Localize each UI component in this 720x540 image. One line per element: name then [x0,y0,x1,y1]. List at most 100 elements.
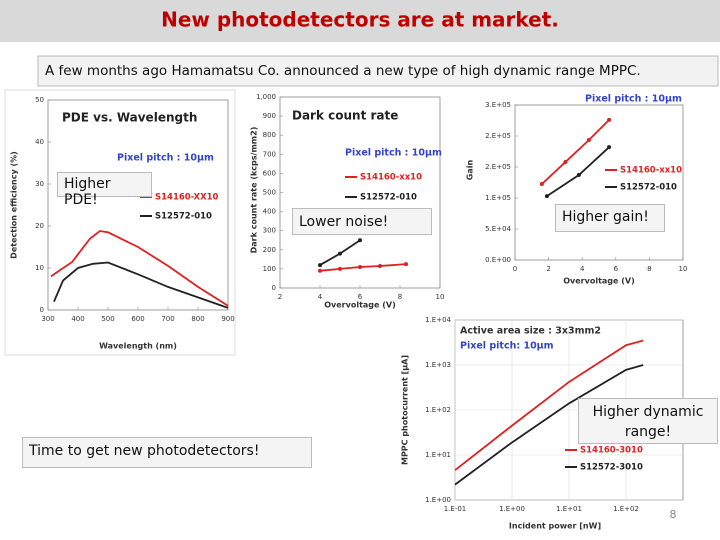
legend-label: S14160-XX10 [155,193,219,203]
y-tick-label: 600 [263,169,276,177]
y-tick-label: 0.E+00 [485,256,511,264]
bottom-note: Time to get new photodetectors! [22,437,312,468]
series-line [454,364,644,486]
x-tick-label: 1.E+02 [613,505,639,513]
legend-label: S14160-xx10 [620,166,682,176]
y-tick-label: 100 [263,265,276,273]
y-tick-label: 40 [35,138,44,146]
x-tick-label: 700 [161,315,174,323]
annotation: Pixel pitch : 10μm [345,148,442,159]
y-tick-label: 400 [263,208,276,216]
y-axis-label: Detection efficiency (%) [10,151,19,259]
data-point [318,268,322,273]
y-tick-label: 1.E+02 [425,406,451,414]
x-tick-label: 10 [679,265,688,273]
x-tick-label: 900 [221,315,234,323]
data-point [607,145,612,150]
subtitle-box [37,55,719,87]
x-tick-label: 0 [513,265,517,273]
y-tick-label: 300 [263,227,276,235]
x-tick-label: 6 [358,293,363,301]
y-tick-label: 500 [263,189,276,197]
y-tick-label: 2.E+05 [485,132,511,140]
page-number: 8 [670,508,677,521]
data-point [358,238,362,243]
x-tick-label: 300 [41,315,54,323]
annotation: Pixel pitch: 10μm [460,341,554,352]
annotation: Active area size : 3x3mm2 [460,326,601,337]
legend-label: S12572-010 [620,183,677,193]
callout: Higher gain! [555,204,665,232]
data-point [607,117,612,122]
x-tick-label: 4 [580,265,585,273]
series-line [454,339,644,471]
y-axis-label: Gain [466,159,475,180]
y-tick-label: 3.E+05 [485,101,511,109]
y-tick-label: 1,000 [256,93,276,101]
x-axis-label: Wavelength (nm) [99,342,177,351]
chart-title: PDE vs. Wavelength [62,111,197,125]
y-tick-label: 1.E+00 [425,496,451,504]
series-line [319,263,407,272]
x-axis-label: Incident power [nW] [509,522,601,531]
y-tick-label: 1.E+05 [485,194,511,202]
y-tick-label: 1.E+01 [425,451,451,459]
x-tick-label: 8 [647,265,651,273]
y-tick-label: 0 [272,284,276,292]
legend-label: S12572-3010 [580,463,643,473]
data-point [358,264,362,269]
chart-title: Dark count rate [292,109,398,123]
annotation: Pixel pitch : 10μm [585,94,682,105]
subtitle: A few months ago Hamamatsu Co. announced… [45,63,641,79]
data-point [586,138,591,143]
x-tick-label: 6 [614,265,619,273]
y-tick-label: 50 [35,96,44,104]
x-tick-label: 1.E+00 [499,505,525,513]
data-point [318,263,322,268]
y-tick-label: 5.E+04 [485,225,511,233]
y-tick-label: 20 [35,222,44,230]
data-point [338,266,342,271]
legend-label: S14160-3010 [580,446,643,456]
data-point [404,262,408,267]
data-point [544,194,549,199]
x-axis-label: Overvoltage (V) [563,277,635,286]
callout: Higher dynamic range! [578,398,718,444]
title-bar [0,0,720,42]
x-tick-label: 800 [191,315,204,323]
series-line [50,230,229,307]
x-tick-label: 600 [131,315,144,323]
plot-area [514,104,684,261]
y-tick-label: 10 [35,264,44,272]
data-point [338,251,342,256]
x-tick-label: 10 [436,293,445,301]
x-tick-label: 1.E+01 [556,505,582,513]
y-axis-label: MPPC photocurrent [μA] [401,355,410,465]
data-point [539,181,544,186]
y-tick-label: 900 [263,112,276,120]
y-tick-label: 30 [35,180,44,188]
x-axis-label: Overvoltage (V) [324,301,396,310]
x-tick-label: 2 [278,293,282,301]
y-tick-label: 1.E+03 [425,361,451,369]
y-tick-label: 200 [263,246,276,254]
y-axis-label: Dark count rate (kcps/mm2) [250,127,259,254]
callout: Lower noise! [292,208,432,235]
x-tick-label: 8 [398,293,402,301]
data-point [378,264,382,269]
x-tick-label: 1.E-01 [444,505,467,513]
x-tick-label: 500 [101,315,114,323]
x-tick-label: 400 [71,315,84,323]
y-tick-label: 700 [263,150,276,158]
legend-label: S12572-010 [155,212,212,222]
annotation: Pixel pitch : 10μm [117,153,214,164]
series-line [53,261,229,309]
slide-title: New photodetectors are at market. [161,8,559,32]
legend-label: S14160-xx10 [360,173,422,183]
y-tick-label: 2.E+05 [485,163,511,171]
y-tick-label: 0 [40,306,44,314]
y-tick-label: 1.E+04 [425,316,451,324]
data-point [563,160,568,165]
